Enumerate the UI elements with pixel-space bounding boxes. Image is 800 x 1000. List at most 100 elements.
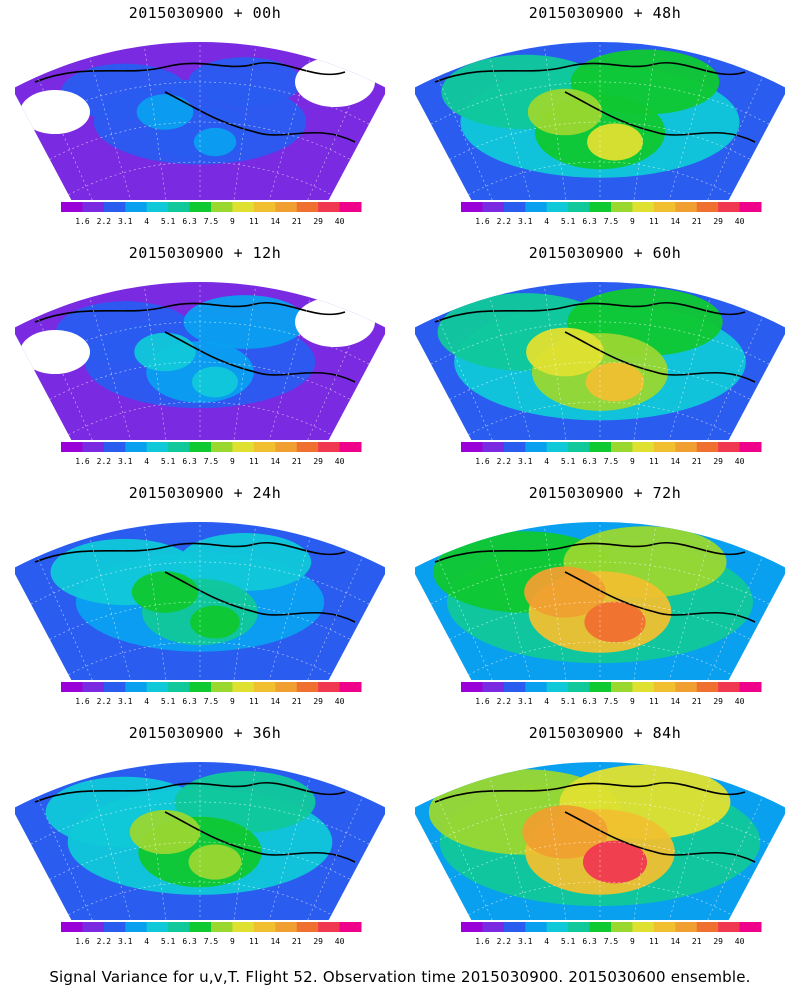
panel-title: 2015030900 + 12h (128, 244, 282, 262)
colorbar-swatch (503, 442, 526, 452)
colorbar-label: 7.5 (604, 217, 619, 226)
colorbar-swatch (568, 442, 591, 452)
colorbar-label: 1.6 (75, 937, 90, 946)
panel-title: 2015030900 + 00h (128, 4, 282, 22)
colorbar-label: 14 (270, 697, 280, 706)
colorbar: 1.6 2.2 3.1 4 5.1 6.3 7.5 9 11 14 21 29 40 (61, 922, 362, 946)
colorbar-label: 7.5 (204, 697, 219, 706)
colorbar-label: 40 (335, 937, 345, 946)
colorbar-swatch (253, 442, 276, 452)
colorbar-label: 40 (735, 937, 745, 946)
variance-map (415, 42, 785, 200)
colorbar-label: 4 (544, 697, 549, 706)
colorbar-label: 40 (335, 697, 345, 706)
panel-title: 2015030900 + 36h (128, 724, 282, 742)
colorbar-swatch (632, 202, 655, 212)
colorbar-label: 14 (270, 217, 280, 226)
forecast-panel: 2015030900 + 36h 1.6 2.2 3.1 4 5.1 6.3 7.5 9 11 14… (15, 720, 395, 958)
colorbar-swatch (125, 682, 148, 692)
colorbar-swatch (739, 442, 762, 452)
colorbar-label: 11 (649, 217, 659, 226)
colorbar-swatch (146, 922, 169, 932)
colorbar-label: 14 (670, 217, 680, 226)
colorbar-label: 40 (735, 697, 745, 706)
forecast-panel: 2015030900 + 84h 1.6 2.2 3.1 4 5.1 6.3 7.5 9 11 14… (415, 720, 795, 958)
colorbar-swatch (82, 922, 105, 932)
colorbar-swatch (232, 682, 255, 692)
colorbar-swatch (211, 202, 233, 212)
colorbar-label: 2.2 (97, 937, 112, 946)
colorbar-swatch (546, 202, 569, 212)
colorbar-swatch (339, 682, 362, 692)
colorbar-label: 5.1 (161, 697, 176, 706)
colorbar-swatch (61, 682, 83, 692)
colorbar-swatch (739, 922, 762, 932)
colorbar-swatch (61, 922, 83, 932)
colorbar-label: 1.6 (475, 937, 490, 946)
colorbar-swatch (82, 442, 105, 452)
colorbar-label: 7.5 (204, 457, 219, 466)
colorbar-label: 11 (249, 457, 259, 466)
colorbar-swatch (125, 202, 148, 212)
figure-caption: Signal Variance for u,v,T. Flight 52. Ob… (49, 968, 751, 986)
variance-map (15, 762, 385, 920)
colorbar-label: 7.5 (604, 697, 619, 706)
colorbar-label: 4 (144, 457, 149, 466)
colorbar-swatch (632, 442, 655, 452)
colorbar-label: 7.5 (604, 937, 619, 946)
colorbar-label: 6.3 (182, 217, 197, 226)
colorbar-label: 5.1 (161, 937, 176, 946)
colorbar-label: 5.1 (161, 217, 176, 226)
colorbar-swatch (275, 682, 298, 692)
colorbar-swatch (611, 922, 633, 932)
colorbar-swatch (125, 922, 148, 932)
colorbar-swatch (168, 442, 191, 452)
colorbar-label: 4 (144, 697, 149, 706)
colorbar-label: 4 (544, 937, 549, 946)
forecast-panel: 2015030900 + 24h 1.6 2.2 3.1 4 5.1 6.3 7.5 9 11 14… (15, 480, 395, 718)
colorbar-swatch (168, 682, 191, 692)
variance-map (15, 42, 385, 200)
colorbar-label: 29 (313, 697, 323, 706)
colorbar-swatch (189, 202, 212, 212)
colorbar: 1.6 2.2 3.1 4 5.1 6.3 7.5 9 11 14 21 29 40 (61, 202, 362, 226)
colorbar-label: 9 (630, 217, 635, 226)
colorbar-swatch (339, 442, 362, 452)
colorbar-label: 7.5 (204, 937, 219, 946)
colorbar-label: 9 (230, 457, 235, 466)
colorbar-swatch (125, 442, 148, 452)
colorbar-swatch (61, 442, 83, 452)
colorbar-swatch (632, 682, 655, 692)
colorbar-swatch (82, 202, 105, 212)
colorbar-label: 1.6 (75, 217, 90, 226)
colorbar-label: 3.1 (518, 937, 533, 946)
variance-map (415, 762, 785, 920)
colorbar-swatch (103, 202, 126, 212)
colorbar-label: 40 (735, 217, 745, 226)
colorbar-label: 14 (270, 937, 280, 946)
colorbar-label: 4 (544, 217, 549, 226)
colorbar-label: 1.6 (75, 457, 90, 466)
variance-map (15, 522, 385, 680)
colorbar-label: 6.3 (582, 697, 597, 706)
colorbar-swatch (211, 442, 233, 452)
colorbar-swatch (318, 682, 341, 692)
colorbar-label: 9 (230, 937, 235, 946)
colorbar-swatch (696, 682, 719, 692)
colorbar: 1.6 2.2 3.1 4 5.1 6.3 7.5 9 11 14 21 29 40 (61, 442, 362, 466)
forecast-panel: 2015030900 + 00h 1.6 2.2 3.1 4 5.1 6.3 7.5 9 11 14… (15, 0, 395, 238)
colorbar-label: 5.1 (561, 457, 576, 466)
colorbar: 1.6 2.2 3.1 4 5.1 6.3 7.5 9 11 14 21 29 40 (61, 682, 362, 706)
colorbar-label: 6.3 (582, 217, 597, 226)
colorbar-swatch (718, 202, 741, 212)
panel-title: 2015030900 + 48h (528, 4, 682, 22)
colorbar-label: 21 (692, 217, 702, 226)
colorbar-swatch (211, 922, 233, 932)
colorbar-swatch (653, 682, 676, 692)
colorbar-label: 11 (249, 697, 259, 706)
colorbar-label: 29 (713, 457, 723, 466)
colorbar-label: 5.1 (161, 457, 176, 466)
colorbar-label: 1.6 (475, 457, 490, 466)
colorbar-swatch (546, 442, 569, 452)
variance-map (15, 282, 385, 440)
